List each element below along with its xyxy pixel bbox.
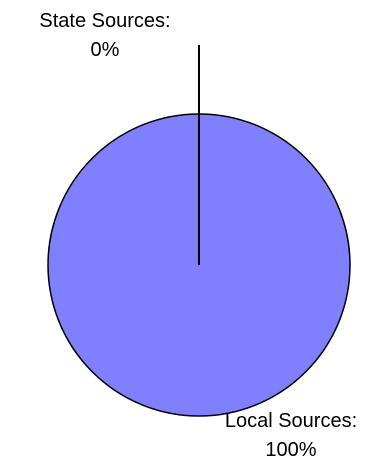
label-local-sources-pct: 100% [265,439,316,461]
label-state-sources-name: State Sources: [39,10,170,32]
label-state-sources-pct: 0% [91,39,120,61]
label-local-sources-name: Local Sources: [225,410,357,432]
